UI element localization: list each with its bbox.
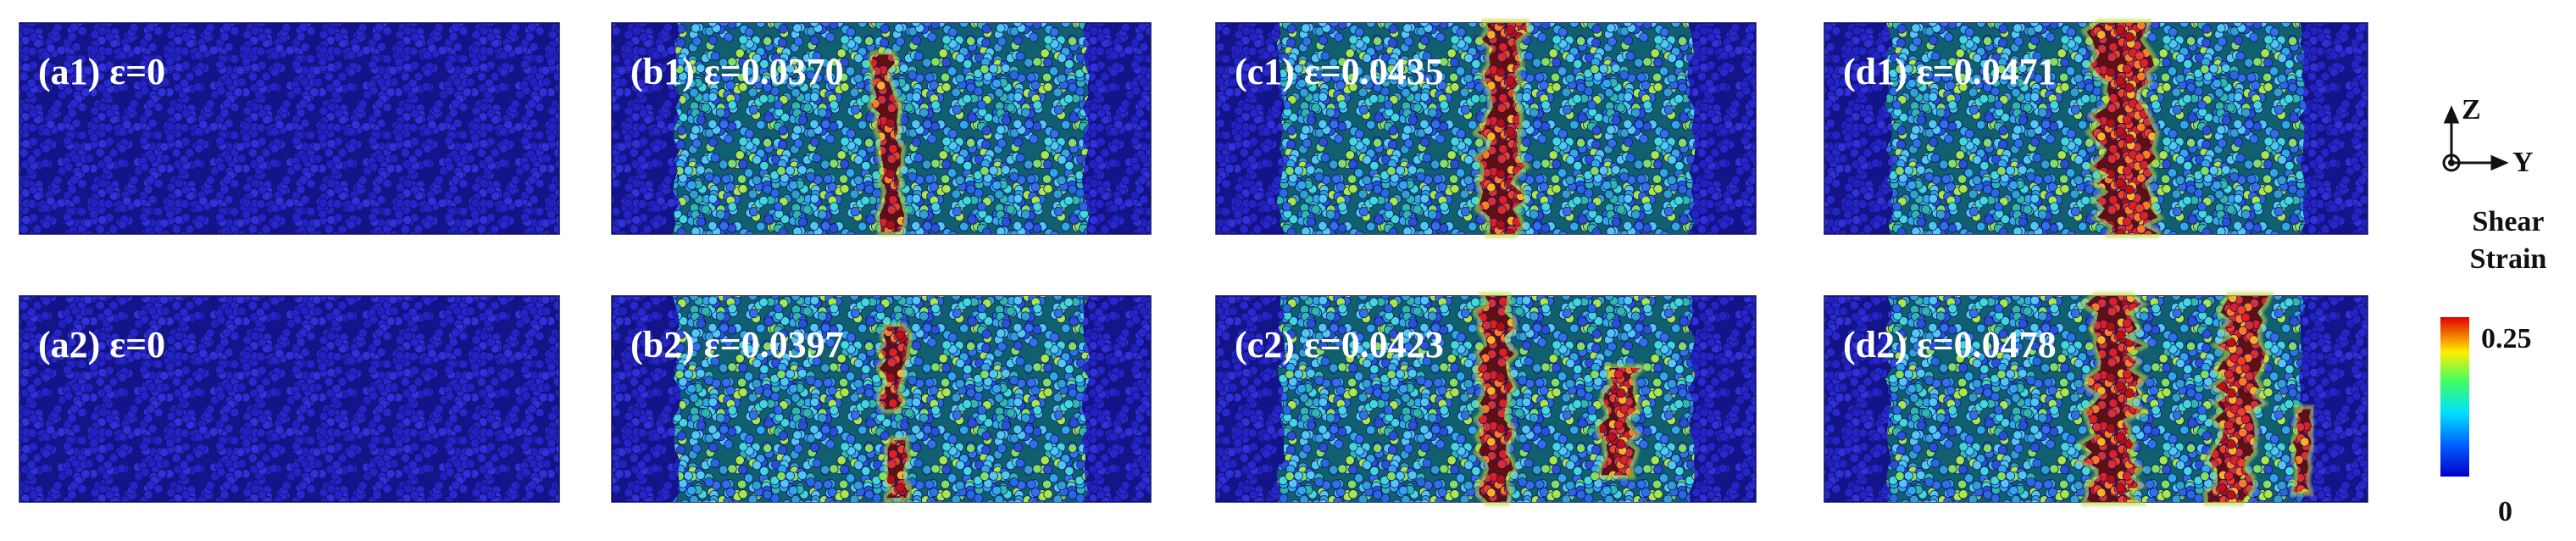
- snapshot-panel: (b1) ε=0.0370: [611, 22, 1152, 237]
- snapshot-panel: (d1) ε=0.0471: [1824, 19, 2368, 238]
- shear-band: [879, 326, 909, 410]
- shear-band: [1476, 296, 1515, 502]
- axis-label: Y: [2512, 147, 2534, 178]
- shear-band: [870, 54, 905, 232]
- colorbar-title: Strain: [2470, 243, 2547, 275]
- axes-icon: [2442, 105, 2509, 172]
- x-axis-symbol: [2442, 153, 2461, 172]
- colorbar-title: Shear: [2473, 206, 2545, 237]
- snapshot-panel: (c1) ε=0.0435: [1215, 19, 1757, 238]
- arrow-head: [2490, 154, 2509, 171]
- panel-label: (d1) ε=0.0471: [1843, 51, 2057, 92]
- legend-area: Z Y Shear Strain 0.25 0: [2440, 94, 2546, 527]
- panel-label: (c1) ε=0.0435: [1235, 51, 1444, 92]
- shear-band: [1599, 368, 1641, 476]
- snapshot-panel: (a1) ε=0: [19, 22, 560, 235]
- panel-label: (c2) ε=0.0423: [1235, 324, 1444, 365]
- snapshot-panel: (b2) ε=0.0397: [611, 295, 1152, 503]
- snapshot-panel: (d2) ε=0.0478: [1824, 292, 2368, 506]
- shear-band: [2086, 23, 2160, 234]
- panel-label: (b2) ε=0.0397: [630, 324, 844, 365]
- colorbar-max-label: 0.25: [2481, 323, 2532, 354]
- arrow-head: [2443, 105, 2460, 124]
- snapshot-panel: (a2) ε=0: [19, 295, 560, 503]
- panel-label: (d2) ε=0.0478: [1843, 324, 2057, 365]
- panel-label: (a1) ε=0: [38, 51, 165, 92]
- panel-background: [19, 295, 560, 503]
- panels: (a1) ε=0 (b1) ε=0.0370 (c1) ε=0.0435 (d1) ε…: [19, 19, 2368, 506]
- shear-band: [886, 440, 910, 499]
- shear-band: [2292, 409, 2312, 492]
- colorbar: [2440, 317, 2469, 477]
- snapshot-panel: (c2) ε=0.0423: [1215, 292, 1757, 506]
- panel-background: [19, 22, 560, 235]
- x-axis-dot: [2448, 159, 2455, 166]
- colorbar-min-label: 0: [2498, 496, 2512, 527]
- shear-band: [1477, 23, 1528, 234]
- shear-band: [2207, 296, 2268, 502]
- panel-label: (a2) ε=0: [38, 324, 165, 365]
- shear-band: [2082, 296, 2143, 502]
- panel-label: (b1) ε=0.0370: [630, 51, 844, 92]
- axis-label: Z: [2462, 94, 2481, 125]
